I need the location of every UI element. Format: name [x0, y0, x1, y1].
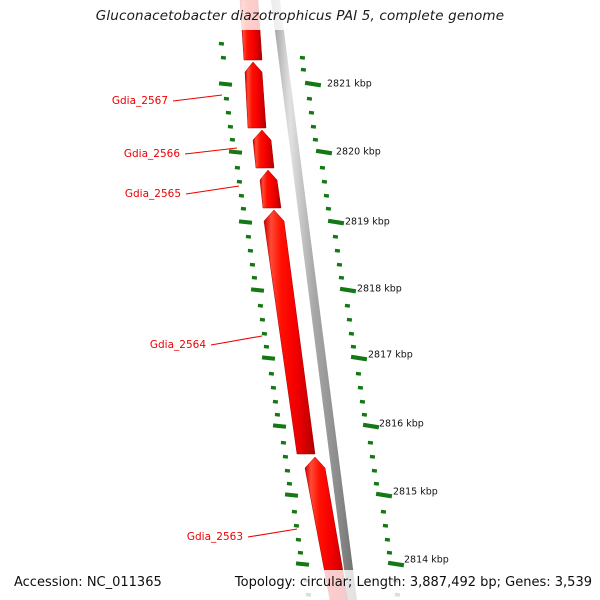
- ruler-ticks-left: [218, 41, 312, 597]
- kbp-label-2814: 2814 kbp: [404, 554, 449, 566]
- gene-arrow-gdia-2563[interactable]: [304, 456, 349, 600]
- genome-summary-text: Topology: circular; Length: 3,887,492 bp…: [234, 575, 592, 590]
- leader-line-gdia-2564: [210, 335, 263, 346]
- leader-line-gdia-2565: [185, 185, 240, 195]
- leader-line-gdia-2567: [172, 94, 223, 102]
- status-bar: Accession: NC_011365 Topology: circular;…: [0, 570, 600, 600]
- gene-label-gdia-2563[interactable]: Gdia_2563: [186, 531, 243, 543]
- gene-label-gdia-2565[interactable]: Gdia_2565: [124, 188, 181, 200]
- gene-arrow-gdia-2566[interactable]: [252, 129, 275, 169]
- leader-line-gdia-2563: [247, 528, 298, 538]
- kbp-label-2816: 2816 kbp: [379, 418, 424, 430]
- leader-line-gdia-2566: [184, 147, 238, 155]
- kbp-label-2819: 2819 kbp: [345, 216, 390, 228]
- kbp-label-2821: 2821 kbp: [327, 78, 372, 90]
- gene-label-gdia-2566[interactable]: Gdia_2566: [123, 148, 180, 160]
- kbp-label-2820: 2820 kbp: [336, 146, 381, 158]
- gene-arrow-gdia-2567[interactable]: [244, 61, 267, 129]
- genome-title: Gluconacetobacter diazotrophicus PAI 5, …: [95, 8, 505, 24]
- genome-backbone: [271, 0, 357, 600]
- kbp-label-2817: 2817 kbp: [368, 349, 413, 361]
- gene-label-gdia-2564[interactable]: Gdia_2564: [149, 339, 206, 351]
- gene-arrow-gdia-2565[interactable]: [259, 169, 282, 209]
- accession-text: Accession: NC_011365: [14, 575, 162, 590]
- gene-label-leader-lines: [172, 94, 298, 538]
- gene-arrow-gdia-2564[interactable]: [263, 209, 316, 455]
- gene-label-gdia-2567[interactable]: Gdia_2567: [111, 95, 168, 107]
- gene-feature-track[interactable]: [239, 0, 349, 600]
- kbp-label-2815: 2815 kbp: [393, 486, 438, 498]
- kbp-label-2818: 2818 kbp: [357, 283, 402, 295]
